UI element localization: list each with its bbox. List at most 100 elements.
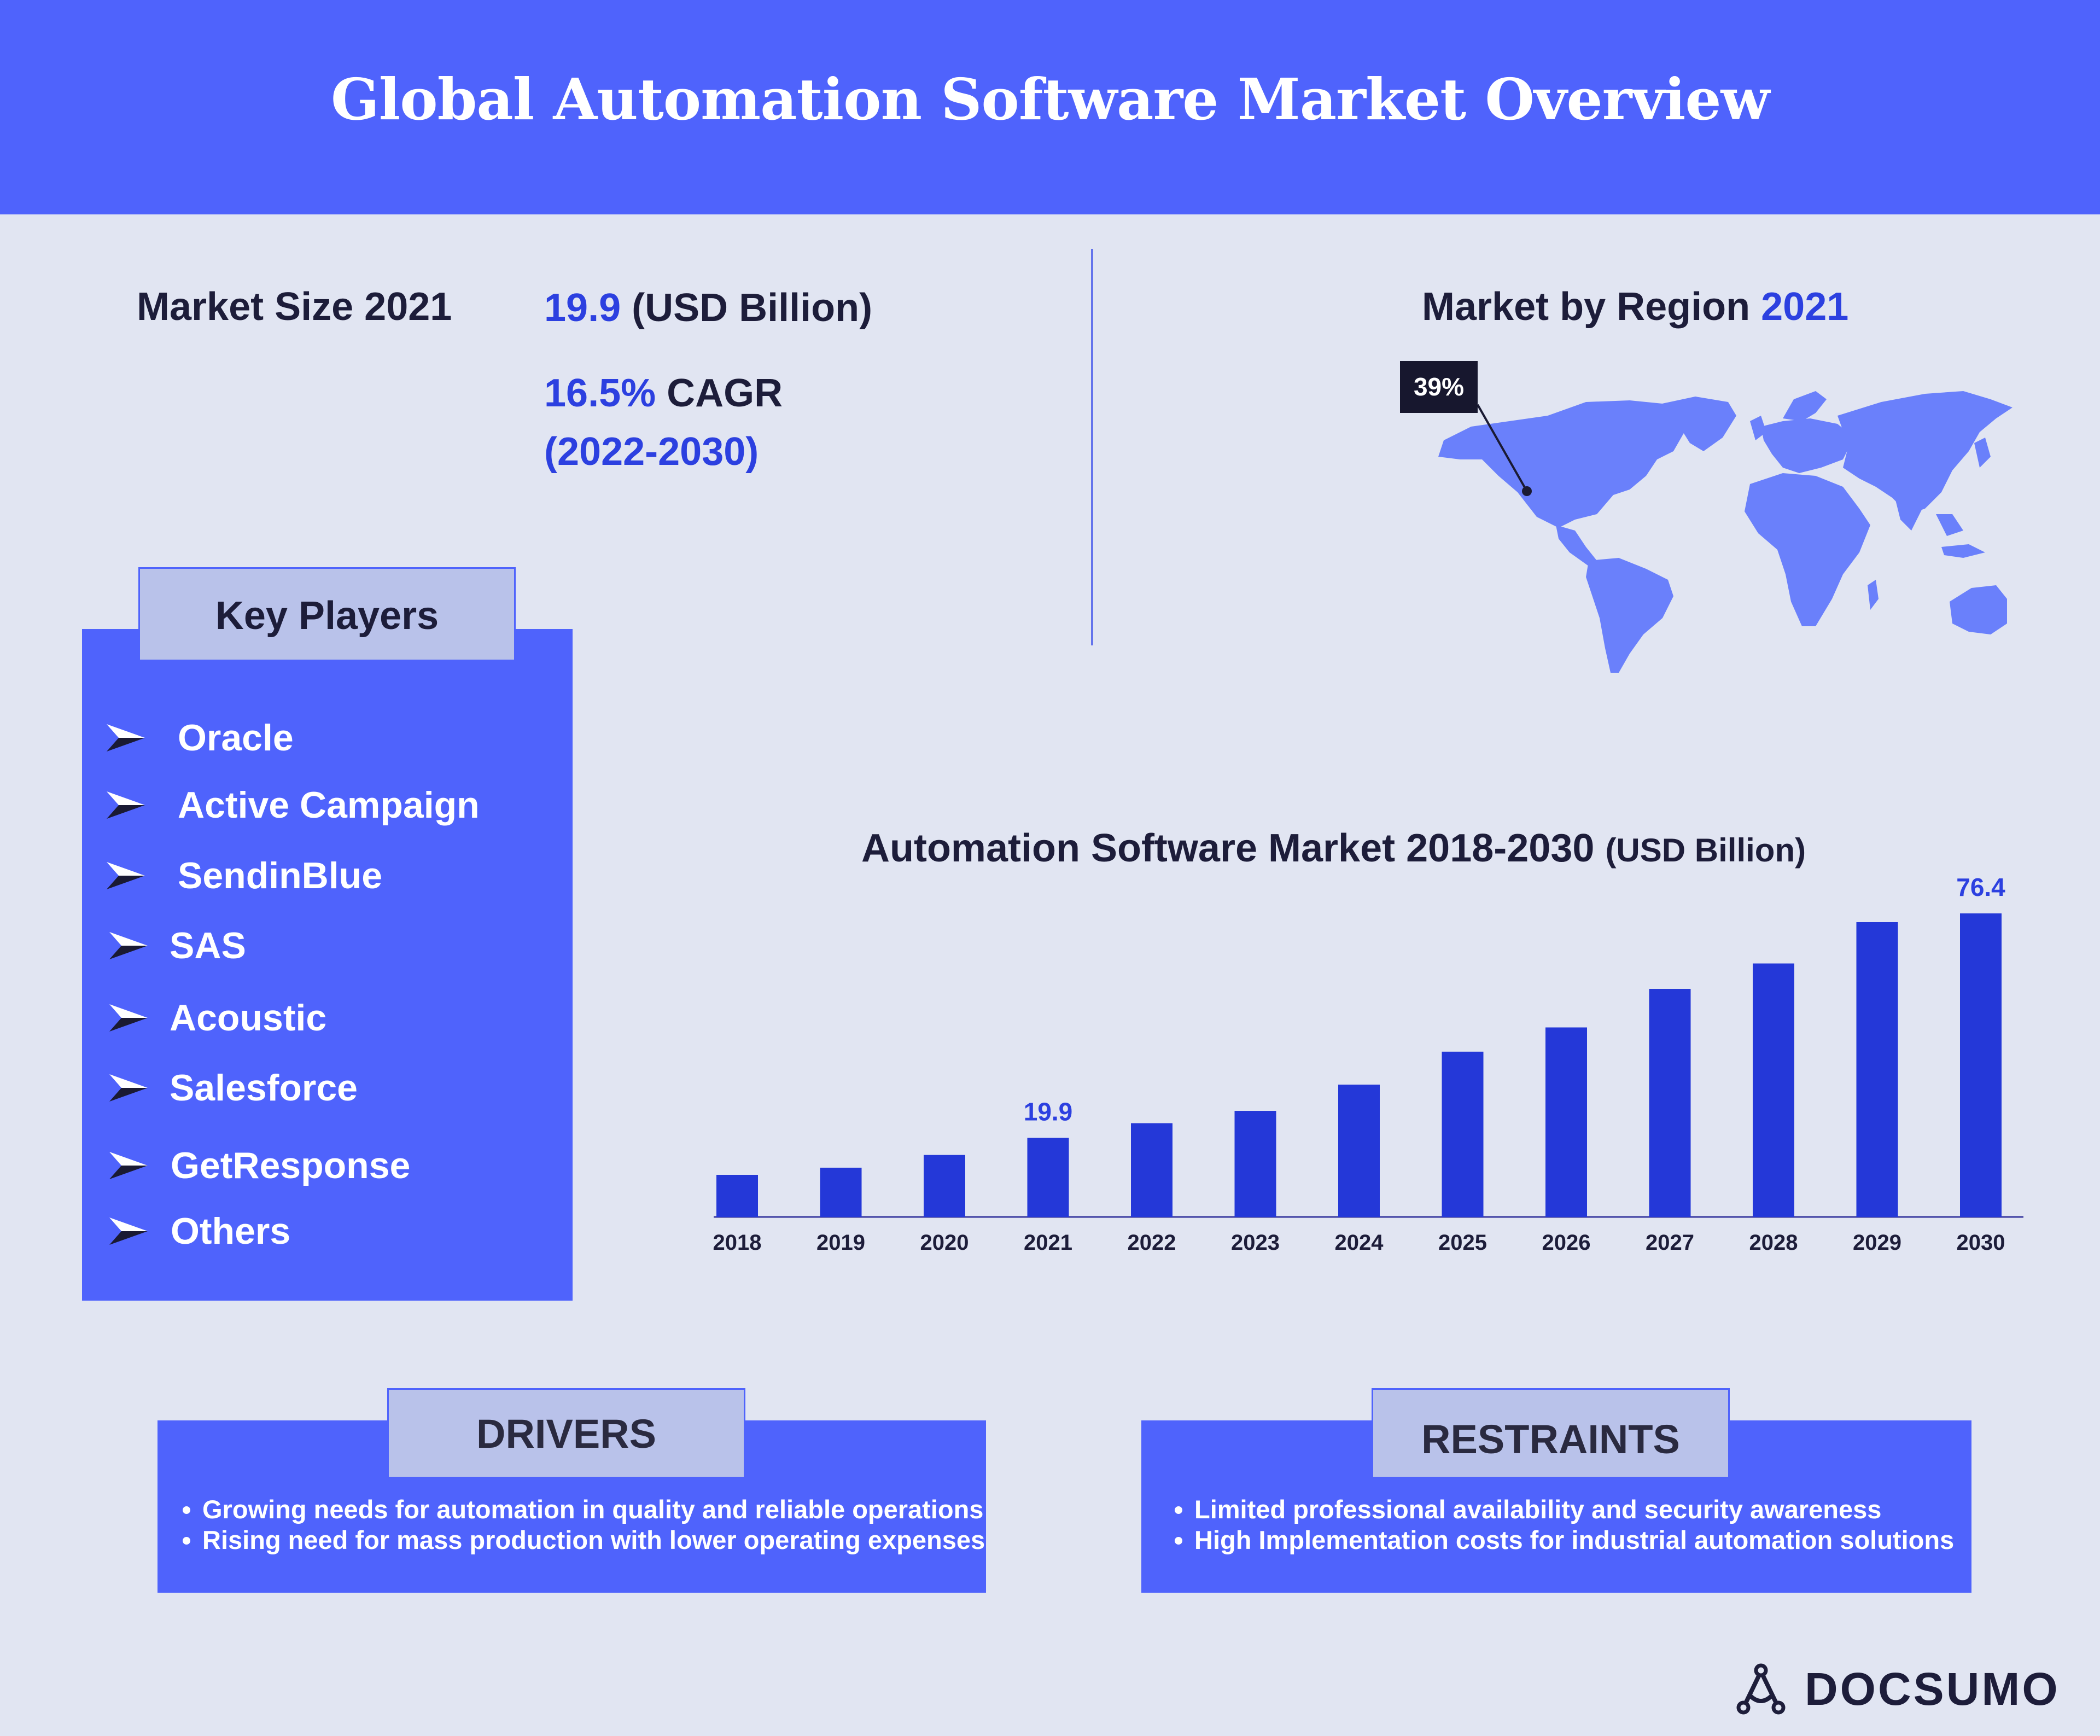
bar-2021 — [1027, 1138, 1069, 1217]
key-player-item: Salesforce — [109, 1067, 358, 1109]
callout-box — [1400, 361, 1478, 413]
key-player-name: Salesforce — [170, 1067, 358, 1109]
drivers-title: DRIVERS — [476, 1411, 656, 1457]
key-player-name: Others — [171, 1210, 291, 1252]
key-player-item: GetResponse — [109, 1144, 410, 1187]
map-india — [1892, 484, 1925, 531]
paper-plane-arrow-icon — [109, 1152, 148, 1179]
x-tick-label: 2024 — [1335, 1231, 1384, 1255]
data-label: 19.9 — [1024, 1097, 1073, 1126]
paper-plane-arrow-icon — [109, 1074, 148, 1102]
header-banner: Global Automation Software Market Overvi… — [0, 0, 2100, 214]
bar-2018 — [716, 1174, 758, 1217]
map-uk — [1750, 416, 1766, 440]
map-central-america — [1556, 525, 1597, 566]
bar-2030 — [1960, 913, 2002, 1217]
map-south-america — [1586, 558, 1673, 673]
paper-plane-arrow-icon — [109, 932, 148, 959]
key-player-item: Others — [109, 1210, 290, 1253]
bar-2026 — [1545, 1027, 1587, 1217]
map-indonesia — [1941, 544, 1985, 558]
x-tick-label: 2018 — [713, 1231, 762, 1255]
driver-item: Growing needs for automation in quality … — [179, 1494, 985, 1525]
key-players-tab: Key Players — [138, 567, 516, 661]
key-player-item: SendinBlue — [107, 854, 382, 897]
paper-plane-arrow-icon — [107, 862, 145, 889]
docsumo-logo-icon — [1736, 1663, 1786, 1715]
map-africa — [1745, 473, 1870, 626]
driver-item: Rising need for mass production with low… — [179, 1525, 985, 1556]
region-title-year: 2021 — [1761, 285, 1849, 329]
key-player-item: Active Campaign — [107, 784, 480, 826]
callout-leader-line — [1477, 404, 1528, 492]
bar-2022 — [1131, 1123, 1172, 1217]
cagr-period: (2022-2030) — [544, 430, 759, 474]
chart-title-block: Automation Software Market 2018-2030 (US… — [861, 826, 1806, 871]
map-japan — [1974, 438, 1991, 468]
bar-2020 — [924, 1155, 965, 1217]
bar-2029 — [1856, 922, 1898, 1217]
drivers-tab: DRIVERS — [387, 1388, 745, 1478]
data-label: 76.4 — [1956, 875, 2005, 901]
bar-2023 — [1234, 1111, 1276, 1217]
world-map: 39% — [1400, 361, 2012, 673]
market-size-number: 19.9 — [544, 286, 621, 330]
restraints-list: Limited professional availability and se… — [1171, 1494, 1954, 1556]
x-tick-label: 2023 — [1231, 1231, 1280, 1255]
x-tick-label: 2019 — [816, 1231, 865, 1255]
map-australia — [1950, 585, 2007, 634]
x-tick-label: 2026 — [1542, 1231, 1591, 1255]
cagr-number: 16.5% — [544, 371, 656, 415]
key-player-name: Oracle — [178, 717, 294, 759]
key-players-title: Key Players — [215, 594, 439, 638]
bar-2019 — [820, 1167, 862, 1217]
x-tick-label: 2028 — [1749, 1231, 1798, 1255]
x-tick-label: 2021 — [1024, 1231, 1072, 1255]
map-scandinavia — [1783, 391, 1827, 421]
key-player-name: Acoustic — [170, 997, 327, 1039]
paper-plane-arrow-icon — [109, 1217, 148, 1245]
bar-chart: 2018 2019 2020 2021 2022 2023 2024 2025 2026 2027… — [713, 875, 2023, 1255]
region-title: Market by Region 2021 — [1422, 284, 2100, 329]
vertical-divider — [1091, 249, 1093, 645]
bar-2025 — [1442, 1051, 1484, 1217]
restraints-title: RESTRAINTS — [1421, 1417, 1680, 1462]
bar-2028 — [1753, 963, 1794, 1217]
key-player-item: Oracle — [107, 716, 294, 759]
bar-2027 — [1649, 989, 1691, 1217]
chart-unit: (USD Billion) — [1605, 832, 1806, 869]
cagr-line: 16.5% CAGR — [544, 371, 783, 416]
bar-2024 — [1338, 1085, 1380, 1217]
x-tick-label: 2029 — [1853, 1231, 1901, 1255]
map-north-america — [1438, 400, 1698, 528]
key-player-item: Acoustic — [109, 997, 326, 1039]
paper-plane-arrow-icon — [109, 1004, 148, 1032]
paper-plane-arrow-icon — [107, 791, 145, 819]
region-callout: 39% — [1414, 372, 1464, 401]
x-tick-label: 2022 — [1128, 1231, 1176, 1255]
market-size-label: Market Size 2021 — [137, 285, 452, 329]
cagr-label: CAGR — [667, 371, 783, 415]
key-player-name: SAS — [170, 925, 246, 966]
brand-logo: DOCSUMO — [1734, 1662, 2060, 1716]
key-player-name: Active Campaign — [178, 784, 480, 826]
page-title: Global Automation Software Market Overvi… — [330, 66, 1770, 133]
key-players-panel — [82, 629, 573, 1301]
map-asia — [1838, 391, 2012, 514]
market-size-value: 19.9 (USD Billion) — [544, 286, 872, 330]
drivers-list: Growing needs for automation in quality … — [179, 1494, 985, 1556]
restraint-item: Limited professional availability and se… — [1171, 1494, 1954, 1525]
key-player-name: GetResponse — [171, 1145, 411, 1186]
map-southeast-asia — [1936, 514, 1963, 536]
region-title-text: Market by Region — [1422, 285, 1751, 329]
map-madagascar — [1868, 580, 1879, 610]
paper-plane-arrow-icon — [107, 724, 145, 752]
key-player-item: SAS — [109, 924, 246, 967]
chart-title: Automation Software Market 2018-2030 — [861, 826, 1595, 870]
x-tick-label: 2027 — [1646, 1231, 1694, 1255]
market-size-unit: (USD Billion) — [632, 286, 873, 330]
callout-dot — [1522, 486, 1532, 496]
x-tick-label: 2020 — [920, 1231, 969, 1255]
restraints-tab: RESTRAINTS — [1372, 1388, 1730, 1478]
brand-name: DOCSUMO — [1805, 1663, 2060, 1715]
